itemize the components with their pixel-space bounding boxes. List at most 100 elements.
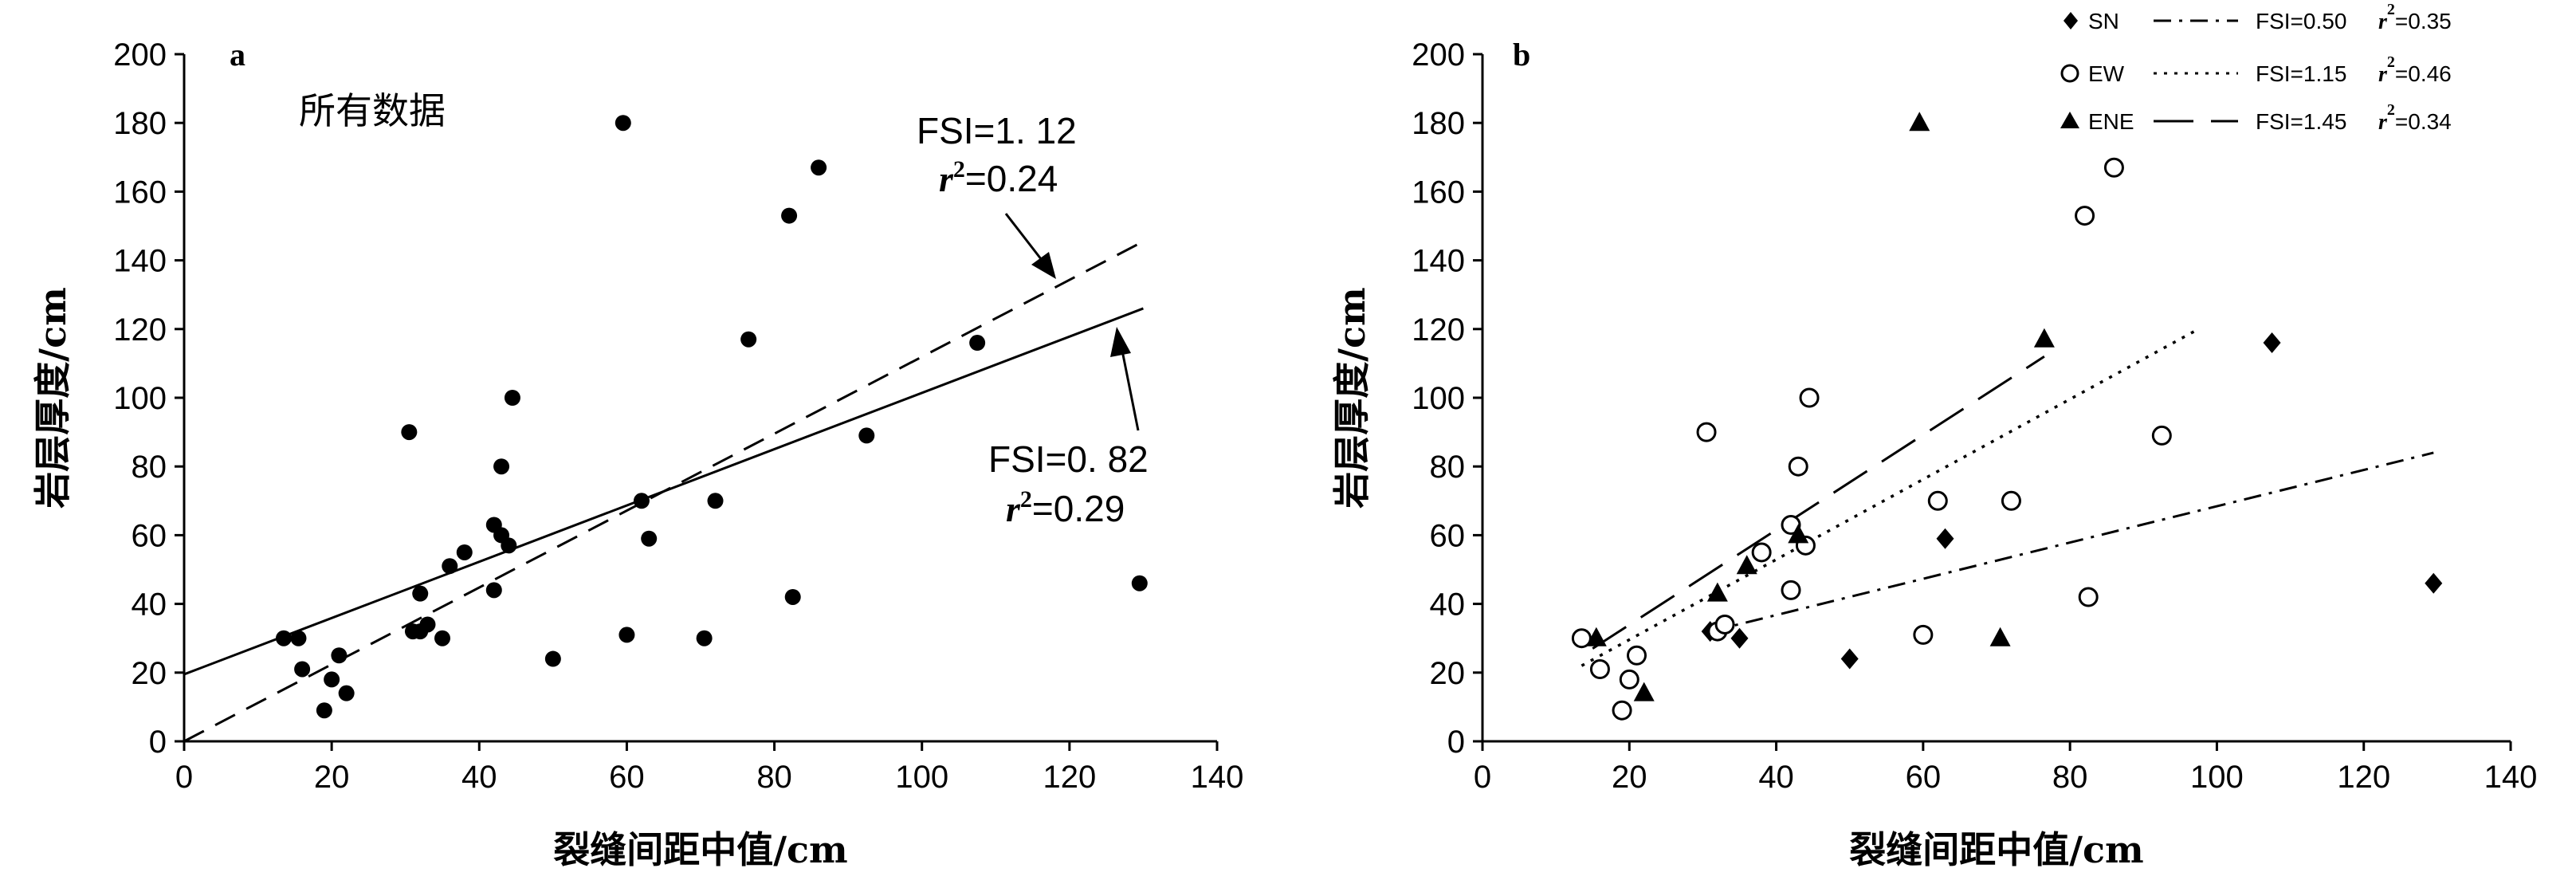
legend-fsi: FSI=1.45	[2256, 109, 2346, 134]
y-tick-label: 140	[113, 244, 167, 279]
x-tick-label: 100	[2190, 760, 2244, 795]
y-axis-title: 岩层厚度/cm	[31, 287, 74, 508]
fit-r2-solid: r2=0.29	[1006, 486, 1125, 529]
y-tick-label: 180	[113, 106, 167, 141]
x-tick-label: 120	[2337, 760, 2390, 795]
data-point	[615, 115, 631, 132]
data-point	[1788, 524, 1809, 544]
data-point	[324, 671, 340, 688]
panel-letter: a	[230, 37, 245, 73]
x-tick-label: 140	[1191, 760, 1244, 795]
fit-label-solid: FSI=0. 82	[988, 438, 1149, 480]
y-tick-label: 180	[1412, 106, 1465, 141]
data-point	[456, 544, 473, 560]
data-point	[401, 424, 418, 441]
y-tick-label: 100	[1412, 381, 1465, 416]
x-axis-title: 裂缝间距中值/cm	[1849, 828, 2143, 871]
data-point	[294, 661, 311, 678]
data-point	[2001, 490, 2021, 511]
data-point	[275, 630, 292, 646]
data-point	[1696, 422, 1717, 442]
data-point	[1927, 490, 1948, 511]
x-tick-label: 100	[895, 760, 948, 795]
data-point	[419, 616, 436, 633]
data-point	[1781, 580, 1801, 600]
data-point	[2033, 328, 2055, 348]
x-tick-label: 60	[1906, 760, 1942, 795]
y-tick-label: 100	[113, 381, 167, 416]
data-point	[1909, 112, 1930, 132]
series-ene	[1585, 112, 2055, 701]
data-point	[1612, 700, 1632, 721]
panel-b-chart: 0 20 40 60 80 100 120 140 160 180 200 0 20 40 60 80 100 1…	[1330, 1, 2537, 871]
panel-a-chart: 0 20 40 60 80 100 120 140 160 180 200 0 20 40 60 80 100 1…	[31, 37, 1243, 871]
data-point	[811, 159, 827, 176]
x-tick-label: 40	[461, 760, 497, 795]
data-point	[618, 627, 635, 643]
data-point	[641, 530, 658, 547]
legend-r2: r2=0.46	[2378, 53, 2452, 87]
fit-line-sn	[1710, 451, 2434, 633]
legend-item-ew: EW FSI=1.15 r2=0.46	[2060, 53, 2452, 87]
data-point	[1714, 614, 1735, 635]
y-tick-label: 80	[1430, 450, 1466, 485]
data-point	[412, 585, 429, 602]
y-tick-label: 200	[113, 37, 167, 73]
panel-letter: b	[1513, 37, 1530, 73]
data-point	[1633, 682, 1655, 701]
data-point	[858, 427, 875, 444]
x-tick-label: 20	[1612, 760, 1647, 795]
data-point	[485, 582, 502, 599]
data-points	[275, 115, 1148, 719]
legend-label: ENE	[2088, 109, 2134, 134]
legend-item-sn: SN FSI=0.50 r2=0.35	[2064, 1, 2452, 34]
y-tick-label: 60	[1430, 518, 1466, 553]
data-point	[2075, 206, 2095, 226]
data-point	[493, 458, 510, 475]
data-point	[1840, 648, 1859, 670]
data-point	[1989, 627, 2011, 646]
legend-item-ene: ENE FSI=1.45 r2=0.34	[2060, 101, 2452, 135]
data-point	[1131, 575, 1148, 591]
x-tick-label: 80	[2052, 760, 2088, 795]
legend-label: SN	[2088, 9, 2119, 33]
data-point	[1936, 528, 1954, 549]
data-point	[338, 685, 355, 701]
data-point	[501, 537, 517, 554]
data-point	[696, 630, 713, 646]
y-tick-label: 140	[1412, 244, 1465, 279]
data-point	[442, 558, 458, 575]
legend-r2: r2=0.35	[2378, 1, 2452, 34]
x-axis-title: 裂缝间距中值/cm	[553, 828, 847, 871]
y-tick-label: 160	[1412, 175, 1465, 210]
data-point	[1585, 627, 1607, 646]
x-tick-label: 120	[1043, 760, 1096, 795]
series-sn	[1701, 332, 2443, 670]
legend-r2: r2=0.34	[2378, 101, 2452, 135]
fit-annotations: FSI=1. 12 r2=0.24 FSI=0. 82 r2=0.29	[917, 110, 1149, 529]
arrow-head	[1031, 252, 1056, 279]
arrow-head	[1110, 327, 1131, 357]
data-point	[1627, 645, 1647, 666]
fit-line-ew	[1581, 328, 2200, 667]
data-point	[434, 630, 450, 646]
data-point	[331, 647, 348, 664]
y-tick-label: 20	[1430, 656, 1466, 691]
y-tick-label: 0	[149, 725, 167, 760]
data-point	[740, 331, 757, 348]
y-tick-label: 80	[132, 450, 167, 485]
data-point	[544, 650, 561, 667]
y-tick-label: 40	[1430, 587, 1466, 623]
arrow-line	[1004, 213, 1046, 264]
x-tick-label: 20	[314, 760, 350, 795]
arrow-line	[1121, 350, 1140, 431]
legend-fsi: FSI=0.50	[2256, 9, 2346, 33]
legend-marker	[2060, 112, 2079, 128]
data-point	[504, 390, 520, 406]
data-point	[707, 493, 724, 509]
data-point	[2151, 425, 2172, 446]
y-tick-label: 120	[113, 312, 167, 348]
data-point	[2425, 572, 2443, 594]
data-point	[781, 207, 798, 224]
